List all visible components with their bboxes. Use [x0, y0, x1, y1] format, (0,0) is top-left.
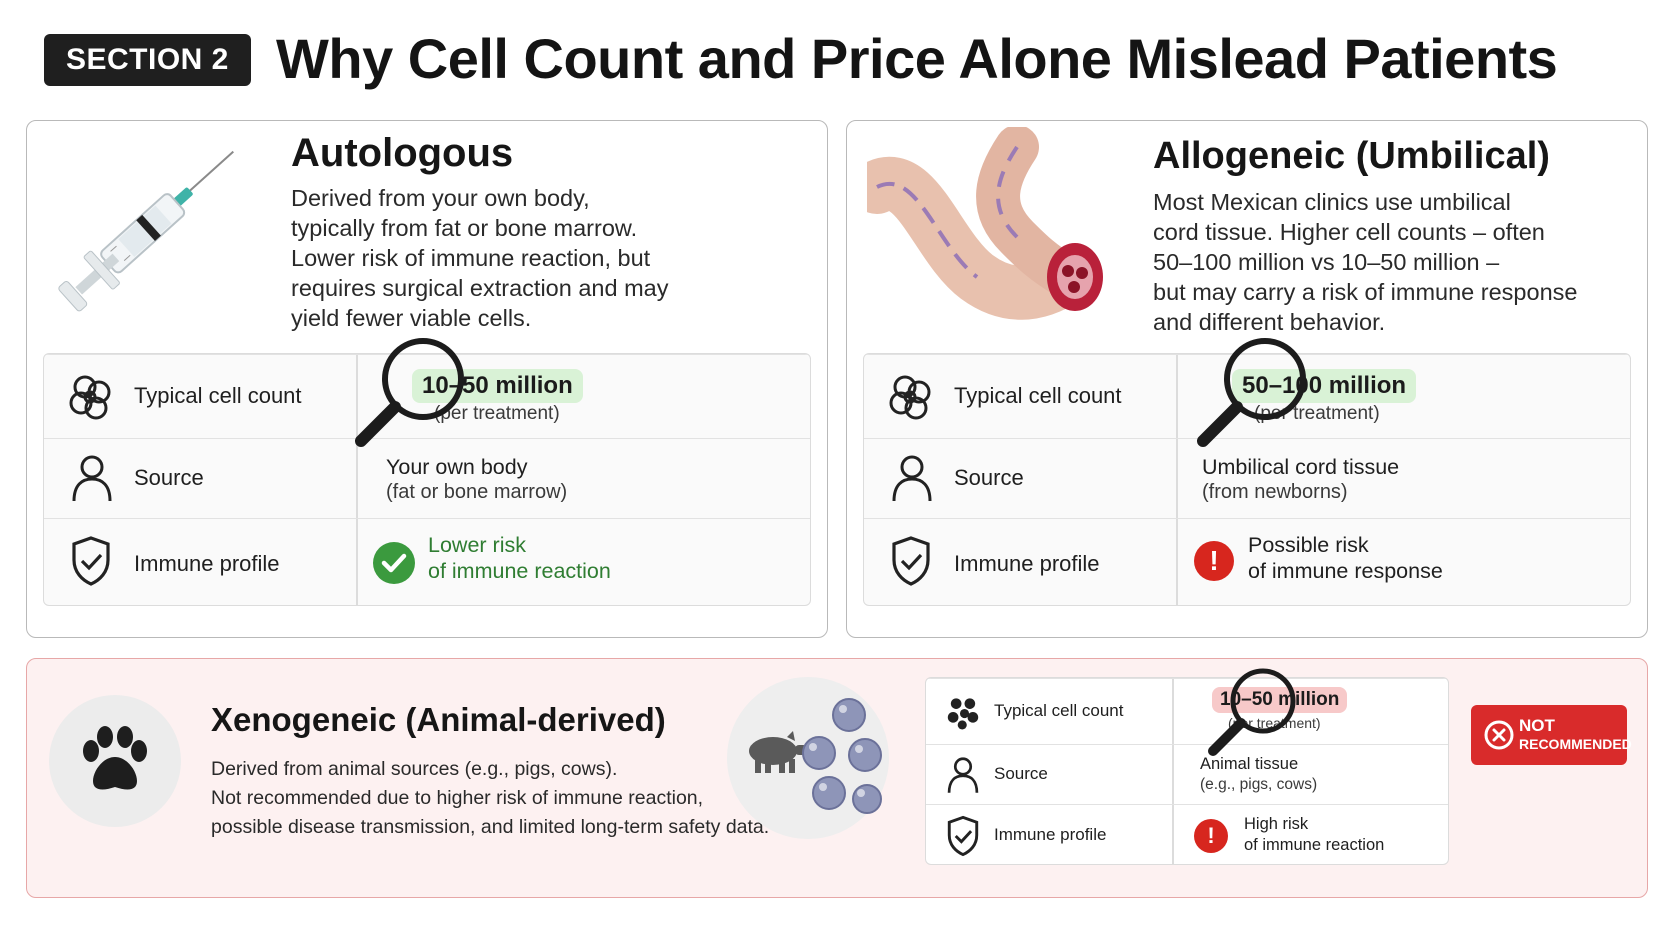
syringe-image: [58, 150, 234, 312]
cells-icon: [69, 375, 111, 420]
cell-count-value: 10–50 million: [412, 369, 583, 403]
table-row: Source Animal tissue (e.g., pigs, cows): [926, 744, 1448, 804]
cells-icon: [947, 698, 979, 730]
allogeneic-title: Allogeneic (Umbilical): [1153, 135, 1550, 177]
table-row: Immune profile ! Possible risk of immune…: [864, 518, 1630, 605]
xenogeneic-title: Xenogeneic (Animal-derived): [211, 701, 666, 738]
column-divider: [1176, 354, 1178, 605]
source-sub: (fat or bone marrow): [386, 481, 568, 503]
table-row: Typical cell count 10–50 million (per tr…: [926, 678, 1448, 744]
immune-value-line1: Lower risk: [428, 533, 526, 557]
immune-value-line1: Possible risk: [1248, 533, 1369, 557]
cells-cluster-icon: [802, 698, 882, 814]
source-label: Source: [994, 764, 1048, 783]
paw-badge: [49, 695, 181, 827]
cell-count-sub: (per treatment): [434, 403, 560, 424]
cell-count-sub: (per treatment): [1254, 403, 1380, 424]
allogeneic-description: Most Mexican clinics use umbilical cord …: [1153, 189, 1578, 335]
person-icon: [947, 757, 979, 793]
source-sub: (e.g., pigs, cows): [1200, 776, 1318, 793]
source-label: Source: [134, 465, 204, 490]
table-row: Typical cell count 10–50 million (per tr…: [44, 354, 810, 438]
immune-label: Immune profile: [134, 551, 280, 576]
autologous-description: Derived from your own body, typically fr…: [291, 185, 669, 331]
cell-count-value: 10–50 million: [1212, 687, 1348, 713]
person-icon: [72, 455, 112, 502]
xenogeneic-card: Xenogeneic (Animal-derived) Derived from…: [26, 658, 1648, 898]
alert-circle-icon: !: [1194, 819, 1228, 853]
person-icon: [892, 455, 932, 502]
section-badge: SECTION 2: [44, 34, 251, 86]
column-divider: [356, 354, 358, 605]
pig-icon: [749, 731, 807, 773]
cell-count-label: Typical cell count: [954, 383, 1122, 408]
table-row: Immune profile ! High risk of immune rea…: [926, 804, 1448, 864]
page-title: Why Cell Count and Price Alone Mislead P…: [276, 27, 1558, 90]
cell-count-value: 50–100 million: [1232, 369, 1417, 403]
not-recommended-badge: NOT RECOMMENDED: [1471, 705, 1632, 765]
xenogeneic-description: Derived from animal sources (e.g., pigs,…: [211, 758, 770, 838]
shield-check-icon: [947, 815, 979, 857]
xenogeneic-info-table: Typical cell count 10–50 million (per tr…: [925, 677, 1449, 865]
animal-cells-image: [727, 677, 889, 839]
allogeneic-card: Allogeneic (Umbilical) Most Mexican clin…: [846, 120, 1648, 638]
autologous-title: Autologous: [291, 131, 514, 175]
immune-value-line2: of immune reaction: [1244, 836, 1385, 854]
immune-label: Immune profile: [994, 825, 1107, 844]
source-value: Umbilical cord tissue: [1202, 455, 1400, 479]
cell-count-label: Typical cell count: [994, 701, 1124, 720]
source-sub: (from newborns): [1202, 481, 1348, 503]
autologous-card: Autologous Derived from your own body, t…: [26, 120, 828, 638]
source-value: Animal tissue: [1200, 755, 1299, 773]
not-recommended-label: NOT RECOMMENDED: [1519, 716, 1632, 752]
table-row: Source Umbilical cord tissue (from newbo…: [864, 438, 1630, 518]
check-circle-icon: [373, 542, 415, 584]
shield-check-icon: [72, 536, 110, 586]
cell-count-label: Typical cell count: [134, 383, 302, 408]
table-row: Source Your own body (fat or bone marrow…: [44, 438, 810, 518]
shield-check-icon: [892, 536, 930, 586]
autologous-info-table: Typical cell count 10–50 million (per tr…: [43, 353, 811, 606]
source-label: Source: [954, 465, 1024, 490]
table-row: Typical cell count 50–100 million (per t…: [864, 354, 1630, 438]
cells-icon: [889, 375, 931, 420]
cell-count-sub: (per treatment): [1228, 715, 1321, 731]
table-row: Immune profile Lower risk of immune reac…: [44, 518, 810, 605]
umbilical-cord-image: [867, 127, 1103, 320]
paw-icon: [83, 726, 147, 790]
immune-label: Immune profile: [954, 551, 1100, 576]
immune-value-line1: High risk: [1244, 815, 1309, 833]
source-value: Your own body: [386, 455, 528, 479]
column-divider: [1172, 678, 1174, 864]
immune-value-line2: of immune reaction: [428, 559, 611, 583]
close-circle-icon: [1484, 720, 1514, 750]
alert-circle-icon: !: [1194, 541, 1234, 581]
immune-value-line2: of immune response: [1248, 559, 1443, 583]
allogeneic-info-table: Typical cell count 50–100 million (per t…: [863, 353, 1631, 606]
